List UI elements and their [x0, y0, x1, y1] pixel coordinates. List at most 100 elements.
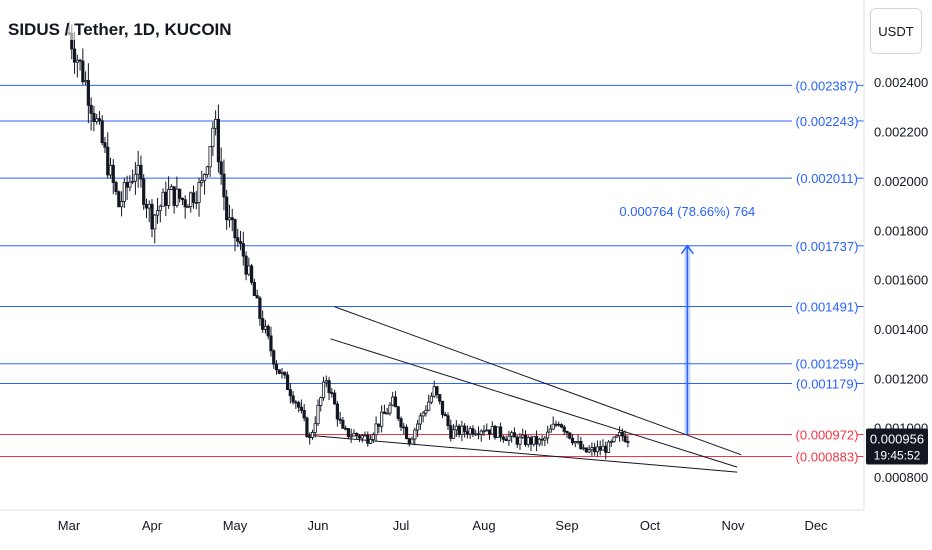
candle-body — [357, 435, 362, 439]
candle-body — [305, 417, 309, 438]
candle-body — [75, 59, 79, 63]
candle-body — [95, 118, 99, 122]
candle-body — [537, 438, 541, 445]
candle-body — [277, 369, 281, 374]
x-tick-label: Aug — [472, 518, 495, 533]
candle-body — [565, 431, 569, 434]
candle-body — [180, 197, 185, 201]
candle-body — [92, 112, 96, 122]
candle-body — [346, 428, 351, 438]
candle-body — [440, 400, 445, 415]
candle-body — [554, 423, 558, 426]
candle-body — [164, 191, 168, 206]
candle-body — [532, 436, 536, 445]
x-tick-label: Jun — [308, 518, 329, 533]
candle-body — [133, 173, 137, 182]
x-tick-label: May — [223, 518, 248, 533]
candle-body — [119, 201, 124, 208]
candle-body — [324, 380, 328, 383]
candle-body — [191, 192, 196, 203]
candle-body — [131, 180, 135, 183]
candle-body — [382, 411, 387, 414]
horizontal-levels: (0.002387) (0.002243) (0.002011) (0.001737)… — [0, 75, 864, 467]
candle-body — [493, 425, 497, 438]
level-label-bg — [797, 424, 857, 445]
candle-body — [415, 423, 420, 431]
time-axis[interactable]: Mar Apr May Jun Jul Aug Sep Oct Nov Dec — [0, 509, 864, 533]
candle-body — [410, 438, 414, 445]
candle-body — [490, 425, 494, 435]
candle-body — [582, 447, 586, 450]
candle-body — [327, 380, 331, 394]
candle-body — [349, 435, 353, 438]
candle-body — [81, 60, 85, 83]
candle-body — [355, 433, 359, 437]
candle-body — [507, 435, 511, 442]
candle-body — [122, 182, 126, 202]
level-label: (0.001491) — [796, 299, 859, 314]
candle-body — [377, 423, 381, 427]
candle-body — [515, 436, 519, 445]
candle-body — [615, 435, 619, 438]
candle-body — [197, 182, 201, 203]
candle-body — [136, 164, 140, 175]
x-tick-label: Mar — [58, 518, 81, 533]
candle-body — [316, 404, 320, 425]
level-label: (0.001179) — [796, 376, 858, 391]
candle-body — [435, 386, 439, 395]
price-tag-bg — [866, 428, 928, 465]
candle-body — [391, 396, 395, 406]
candle-body — [429, 395, 434, 403]
candle-body — [238, 241, 243, 244]
last-price: 0.000956 — [870, 432, 924, 447]
candle-body — [338, 418, 342, 421]
candle-body — [310, 431, 315, 438]
candle-body — [86, 80, 90, 106]
currency-button[interactable]: USDT — [870, 8, 922, 54]
candle-body — [512, 432, 517, 438]
x-tick-label: Dec — [804, 518, 828, 533]
candle-body — [211, 127, 215, 147]
candles — [67, 21, 630, 460]
candle-body — [153, 214, 157, 230]
candle-body — [285, 374, 290, 391]
candle-body — [266, 325, 270, 337]
candle-body — [584, 447, 588, 453]
candle-body — [117, 191, 121, 208]
candle-body — [332, 392, 337, 405]
candle-body — [540, 438, 544, 441]
candle-body — [205, 166, 209, 175]
candle-body — [601, 445, 605, 451]
candle-body — [299, 406, 304, 411]
candle-body — [269, 335, 273, 352]
level-label: (0.002243) — [796, 114, 859, 129]
candle-body — [523, 434, 528, 445]
candle-body — [186, 206, 190, 209]
candle-body — [321, 381, 326, 399]
level-label-bg — [797, 235, 857, 256]
candle-body — [498, 426, 503, 438]
y-tick-label: 0.001600 — [874, 273, 928, 288]
candle-body — [546, 431, 550, 439]
candle-body — [454, 425, 458, 431]
candle-body — [161, 191, 165, 207]
candle-body — [252, 281, 256, 296]
candle-body — [562, 426, 566, 432]
candle-body — [291, 395, 295, 403]
candle-body — [626, 441, 630, 443]
candle-body — [150, 203, 154, 230]
candle-body — [606, 441, 611, 453]
candle-body — [418, 415, 422, 425]
wedge-upper-inner — [330, 338, 738, 468]
candle-body — [89, 104, 93, 114]
candle-body — [463, 425, 467, 432]
candle-body — [576, 440, 580, 443]
candle-body — [620, 431, 624, 437]
candle-body — [283, 371, 287, 376]
level-label: (0.001737) — [796, 239, 859, 254]
candle-body — [374, 423, 378, 436]
candle-body — [103, 142, 107, 148]
candle-body — [593, 447, 597, 453]
level-label: (0.002387) — [796, 78, 859, 93]
